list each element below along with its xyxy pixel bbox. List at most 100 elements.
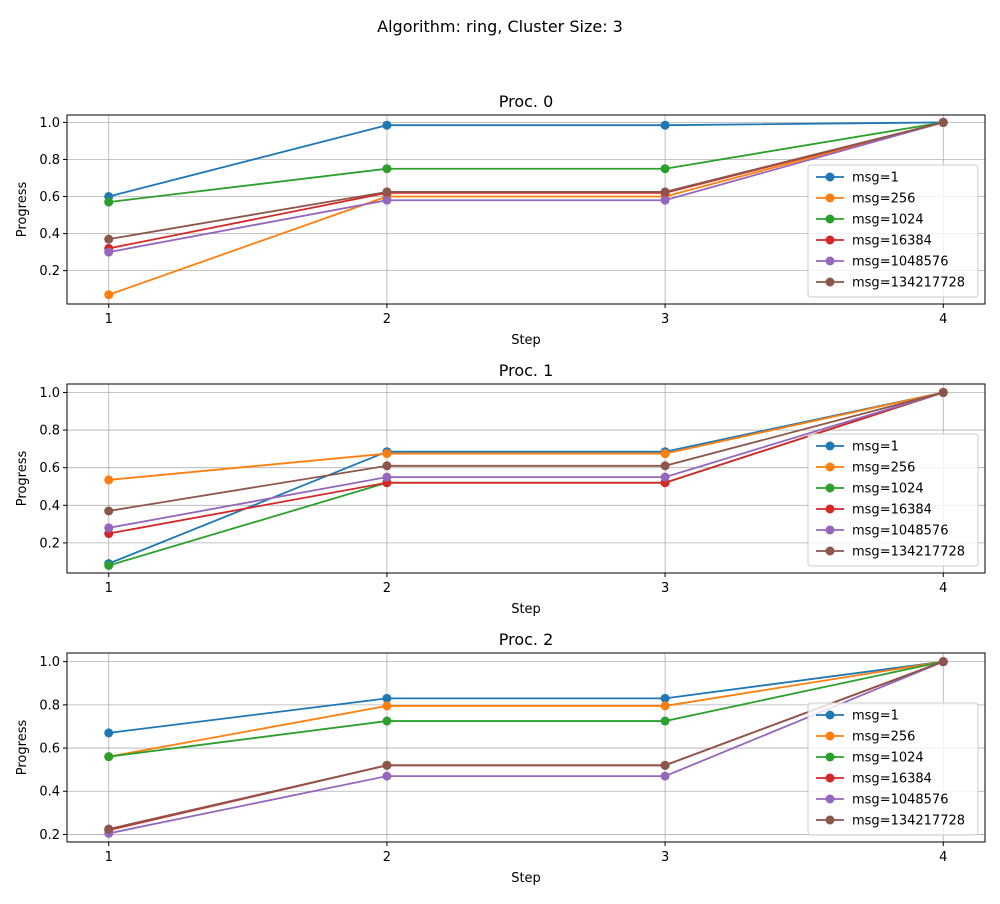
- legend-label: msg=256: [852, 461, 915, 476]
- y-tick-label: 0.6: [39, 742, 60, 757]
- y-tick-label: 0.2: [39, 536, 60, 551]
- data-point: [660, 195, 670, 205]
- legend-label: msg=134217728: [852, 276, 965, 291]
- legend-marker: [825, 815, 835, 825]
- data-point: [660, 760, 670, 770]
- series-line-msg=1024: [108, 121, 944, 203]
- data-point: [104, 247, 114, 257]
- legend-label: msg=1024: [852, 751, 924, 766]
- data-point: [382, 472, 392, 482]
- subplot-title: Proc. 2: [499, 630, 554, 649]
- legend-marker: [825, 462, 835, 472]
- data-point: [382, 701, 392, 711]
- data-point: [938, 387, 948, 397]
- data-point: [660, 771, 670, 781]
- data-point: [382, 716, 392, 726]
- legend-marker: [825, 277, 835, 287]
- series-line-msg=16384: [108, 391, 944, 535]
- y-axis-label: Progress: [15, 451, 30, 507]
- series-line-msg=256: [108, 121, 944, 296]
- data-point: [382, 195, 392, 205]
- subplot-title: Proc. 0: [499, 92, 554, 111]
- legend-marker: [825, 235, 835, 245]
- legend-label: msg=16384: [852, 234, 932, 249]
- x-tick-label: 4: [939, 581, 947, 596]
- y-tick-label: 0.4: [39, 499, 60, 514]
- x-tick-label: 2: [383, 312, 391, 327]
- subplot-proc-0: 1 2 3 4 0.2 0.4 0.6 0.8 1.0 Proc. 0 Step Progress ms…: [15, 92, 986, 348]
- legend: msg=1 msg=256 msg=1024 msg=16384 msg=1048576…: [807, 433, 979, 567]
- series-line-msg=1024: [108, 660, 944, 758]
- data-point: [660, 472, 670, 482]
- y-tick-label: 1.0: [39, 386, 60, 401]
- x-tick-label: 3: [661, 312, 669, 327]
- x-tick-label: 1: [105, 581, 113, 596]
- legend-marker: [825, 525, 835, 535]
- data-point: [660, 120, 670, 130]
- series-line-msg=1048576: [108, 391, 944, 529]
- data-point: [104, 234, 114, 244]
- subplot-title: Proc. 1: [499, 361, 554, 380]
- y-tick-label: 0.8: [39, 424, 60, 439]
- data-point: [382, 461, 392, 471]
- legend-marker: [825, 731, 835, 741]
- series-line-msg=134217728: [108, 121, 944, 241]
- legend-label: msg=134217728: [852, 814, 965, 829]
- legend-marker: [825, 546, 835, 556]
- x-tick-label: 4: [939, 850, 947, 865]
- series-line-msg=256: [108, 660, 944, 758]
- legend-marker: [825, 504, 835, 514]
- data-point: [660, 461, 670, 471]
- y-tick-label: 0.8: [39, 153, 60, 168]
- legend-box: [807, 164, 979, 298]
- legend-label: msg=256: [852, 192, 915, 207]
- legend-marker: [825, 256, 835, 266]
- series-line-msg=1: [108, 121, 944, 198]
- figure-suptitle: Algorithm: ring, Cluster Size: 3: [377, 17, 623, 36]
- data-point: [104, 752, 114, 762]
- data-point: [660, 164, 670, 174]
- x-axis-label: Step: [511, 871, 541, 886]
- y-axis-label: Progress: [15, 720, 30, 776]
- x-tick-label: 1: [105, 850, 113, 865]
- data-point: [382, 693, 392, 703]
- y-tick-label: 0.6: [39, 190, 60, 205]
- x-tick-label: 3: [661, 581, 669, 596]
- data-point: [104, 197, 114, 207]
- y-tick-label: 0.6: [39, 461, 60, 476]
- legend-marker: [825, 441, 835, 451]
- legend-label: msg=134217728: [852, 545, 965, 560]
- legend-box: [807, 702, 979, 836]
- series-line-msg=134217728: [108, 660, 944, 830]
- axes-frame: [66, 383, 986, 574]
- data-point: [382, 120, 392, 130]
- axes-frame: [66, 652, 986, 843]
- data-point: [104, 475, 114, 485]
- legend-marker: [825, 794, 835, 804]
- data-point: [382, 449, 392, 459]
- data-point: [660, 449, 670, 459]
- series-line-msg=1048576: [108, 121, 944, 254]
- y-tick-label: 0.4: [39, 227, 60, 242]
- legend-label: msg=16384: [852, 772, 932, 787]
- x-tick-label: 2: [383, 581, 391, 596]
- data-point: [938, 117, 948, 127]
- subplot-proc-2: 1 2 3 4 0.2 0.4 0.6 0.8 1.0 Proc. 2 Step Progress ms…: [15, 630, 986, 886]
- data-point: [938, 657, 948, 667]
- legend-box: [807, 433, 979, 567]
- legend-label: msg=16384: [852, 503, 932, 518]
- legend: msg=1 msg=256 msg=1024 msg=16384 msg=1048576…: [807, 702, 979, 836]
- legend-marker: [825, 483, 835, 493]
- subplot-proc-1: 1 2 3 4 0.2 0.4 0.6 0.8 1.0 Proc. 1 Step Progress ms…: [15, 361, 986, 617]
- data-point: [104, 824, 114, 834]
- legend-label: msg=256: [852, 730, 915, 745]
- x-tick-label: 3: [661, 850, 669, 865]
- y-tick-label: 0.2: [39, 264, 60, 279]
- y-tick-label: 0.4: [39, 785, 60, 800]
- data-point: [660, 701, 670, 711]
- legend-label: msg=1: [852, 709, 899, 724]
- data-point: [660, 716, 670, 726]
- data-point: [382, 771, 392, 781]
